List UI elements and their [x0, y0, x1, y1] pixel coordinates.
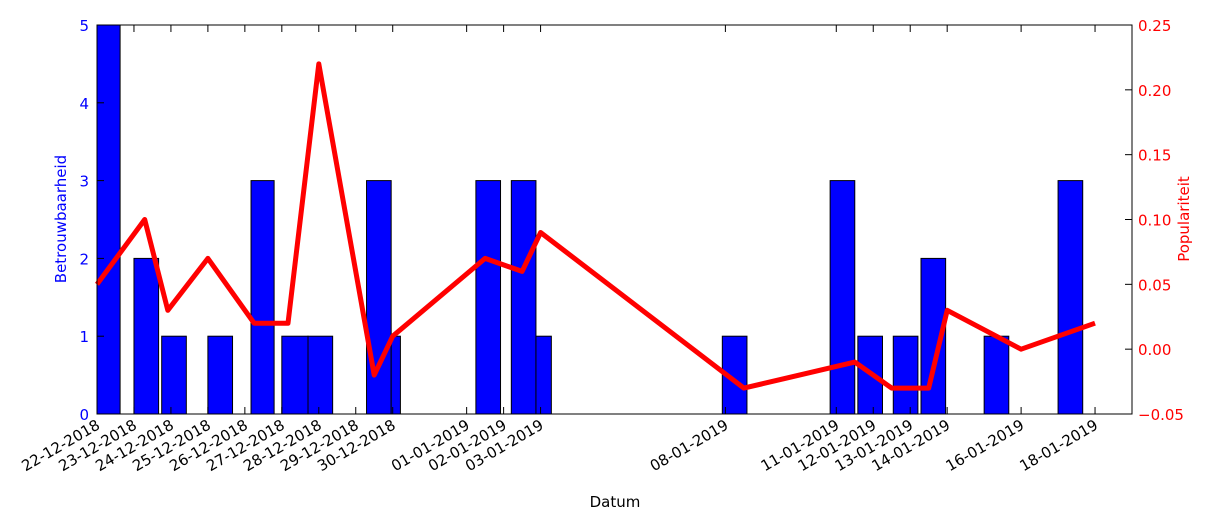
right-y-tick-label: 0.20	[1138, 82, 1171, 100]
bar	[207, 335, 234, 415]
x-tick-label: 16-01-2019	[943, 416, 1028, 475]
bar	[510, 180, 537, 415]
left-y-axis: 0 1 2 3 4 5	[79, 17, 104, 424]
bar	[1057, 180, 1084, 415]
bar	[250, 180, 275, 415]
right-y-axis: −0.05 0.00 0.05 0.10 0.15 0.20 0.25	[1125, 17, 1184, 424]
bar	[161, 335, 187, 415]
bar	[475, 180, 502, 415]
bar	[281, 335, 309, 415]
bar	[983, 335, 1010, 415]
right-y-tick-label: 0.00	[1138, 341, 1171, 359]
left-y-axis-label: Betrouwbaarheid	[52, 155, 70, 283]
x-axis-label: Datum	[590, 493, 641, 511]
bar	[307, 335, 334, 415]
left-y-tick-label: 4	[79, 95, 89, 113]
bar	[133, 257, 160, 415]
left-y-tick-label: 0	[79, 406, 89, 424]
bar	[390, 335, 401, 415]
right-y-tick-label: 0.05	[1138, 276, 1171, 294]
right-y-tick-label: 0.25	[1138, 17, 1171, 35]
bar	[366, 180, 392, 415]
left-y-tick-label: 5	[79, 17, 89, 35]
left-y-tick-label: 2	[79, 250, 89, 268]
bar	[829, 180, 856, 415]
right-y-tick-label: 0.10	[1138, 212, 1171, 230]
x-tick-label: 18-01-2019	[1017, 416, 1102, 475]
bar	[892, 335, 919, 415]
bar	[96, 24, 121, 415]
x-tick-label: 08-01-2019	[647, 416, 732, 475]
bar-series	[96, 24, 1084, 415]
bar	[535, 335, 552, 415]
left-y-tick-label: 1	[79, 328, 89, 346]
left-y-tick-label: 3	[79, 173, 89, 191]
right-y-tick-label: 0.15	[1138, 147, 1171, 165]
right-y-axis-label: Populariteit	[1175, 176, 1193, 262]
right-y-tick-label: −0.05	[1138, 406, 1184, 424]
